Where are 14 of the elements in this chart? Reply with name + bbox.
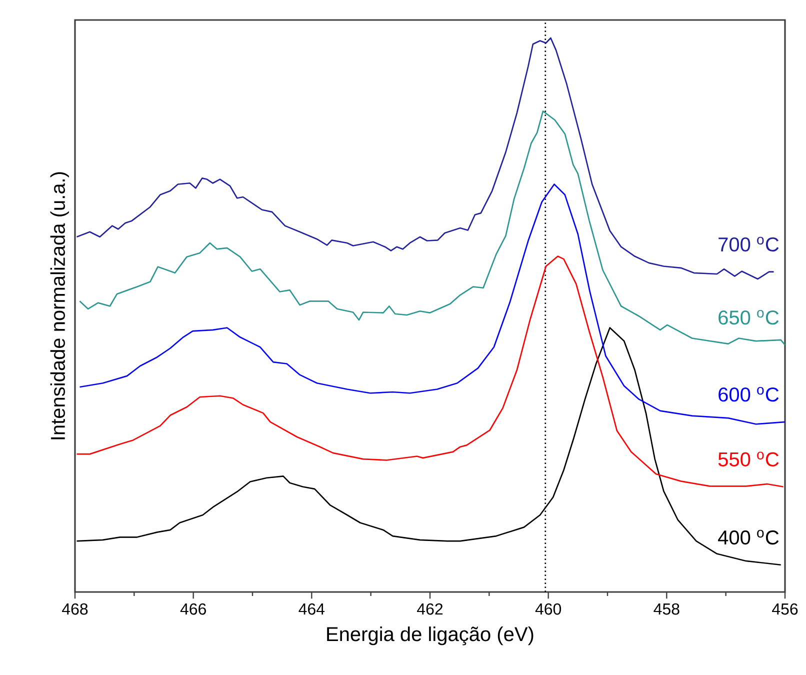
x-axis-title: Energia de ligação (eV) <box>327 626 534 646</box>
series-label: 550 $^{o}$C <box>718 452 779 466</box>
series-label: 600 $^{o}$C <box>718 386 779 402</box>
x-tick-label: 456 <box>772 603 798 615</box>
x-tick-label: 468 <box>62 603 88 615</box>
x-tick-label: 458 <box>654 603 680 615</box>
x-tick-label: 466 <box>180 603 206 615</box>
x-tick-label: 464 <box>298 603 325 615</box>
series-label: 400 $^{o}$C <box>718 530 779 545</box>
y-axis-title: Intensidade normalizada (u.a.) <box>50 172 69 440</box>
x-tick-label: 460 <box>535 603 562 615</box>
series-label: 650 $^{o}$C <box>718 310 779 325</box>
x-tick-label: 462 <box>417 603 443 615</box>
series-label: 700 $^{o}$C <box>718 236 779 252</box>
